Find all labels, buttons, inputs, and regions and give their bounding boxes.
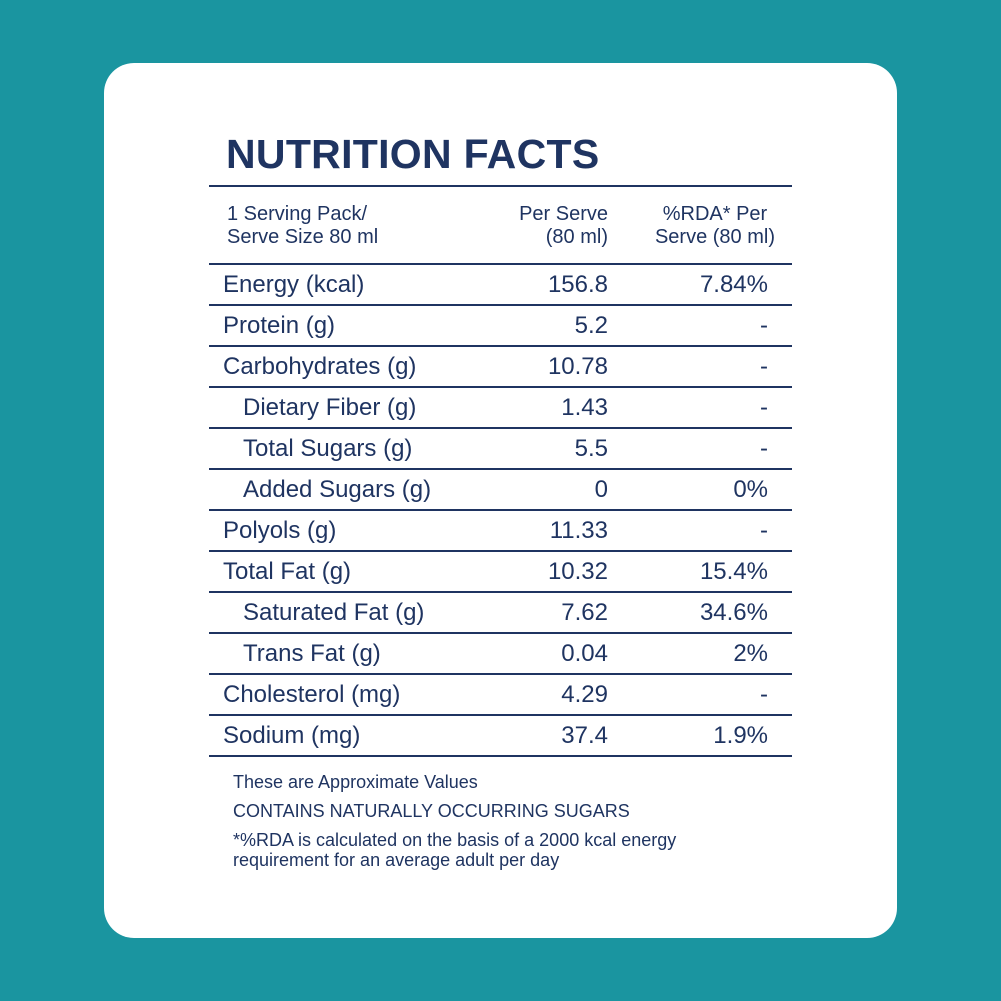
nutrient-label: Protein (g) <box>223 312 336 339</box>
per-serve-value: 1.43 <box>561 394 608 421</box>
header-serving-size: 1 Serving Pack/ Serve Size 80 ml <box>227 203 379 248</box>
rda-value: 0% <box>733 476 768 503</box>
per-serve-value: 10.78 <box>547 353 608 380</box>
nutrient-label: Total Sugars (g) <box>243 435 413 462</box>
table-body: Energy (kcal) 156.8 7.84% Protein (g) 5.2- Ca… <box>209 265 792 757</box>
table-row: Carbohydrates (g) 10.78 - <box>209 347 792 388</box>
nutrient-label: Sodium (mg) <box>223 722 361 749</box>
nutrient-label: Cholesterol (mg) <box>223 681 401 708</box>
per-serve-value: 7.62 <box>561 599 608 626</box>
notes: These are Approximate Values CONTAINS NA… <box>233 772 793 879</box>
per-serve-value: 11.33 <box>549 517 608 544</box>
rda-value: 1.9% <box>713 722 768 749</box>
note-rda-footnote: *%RDA is calculated on the basis of a 20… <box>233 830 677 870</box>
rda-value: 7.84% <box>699 271 768 298</box>
rda-value: 34.6% <box>699 599 768 626</box>
page-title: NUTRITION FACTS <box>226 131 600 177</box>
rda-value: - <box>760 681 768 708</box>
nutrient-label: Energy (kcal) <box>223 271 365 298</box>
nutrition-table: 1 Serving Pack/ Serve Size 80 ml Per Ser… <box>209 185 792 757</box>
per-serve-value: 10.32 <box>547 558 608 585</box>
table-row: Total Sugars (g) 5.5 - <box>209 429 792 470</box>
table-row: Total Fat (g) 10.32 15.4% <box>209 552 792 593</box>
nutrient-label: Trans Fat (g) <box>243 640 381 667</box>
table-row: Added Sugars (g) 0 0% <box>209 470 792 511</box>
table-row: Saturated Fat (g) 7.62 34.6% <box>209 593 792 634</box>
table-row: Polyols (g) 11.33 - <box>209 511 792 552</box>
rda-value: 2% <box>733 640 768 667</box>
table-row: Trans Fat (g) 0.04 2% <box>209 634 792 675</box>
rda-value: - <box>760 312 768 339</box>
table-row: Sodium (mg) 37.4 1.9% <box>209 716 792 757</box>
per-serve-value: 156.8 <box>547 271 608 298</box>
table-row: Dietary Fiber (g) 1.43 - <box>209 388 792 429</box>
per-serve-value: 0 <box>594 476 608 503</box>
table-row: Cholesterol (mg) 4.29 - <box>209 675 792 716</box>
table-header: 1 Serving Pack/ Serve Size 80 ml Per Ser… <box>209 187 792 265</box>
rda-value: - <box>760 394 768 421</box>
nutrient-label: Polyols (g) <box>223 517 337 544</box>
header-rda: %RDA* Per Serve (80 ml) <box>654 203 775 248</box>
rda-value: - <box>760 517 768 544</box>
per-serve-value: 5.5 <box>574 435 608 462</box>
table-row: Protein (g) 5.2 - <box>209 306 792 347</box>
nutrient-label: Added Sugars (g) <box>243 476 432 503</box>
per-serve-value: 4.29 <box>561 681 608 708</box>
nutrient-label: Carbohydrates (g) <box>223 353 417 380</box>
per-serve-value: 5.2 <box>574 312 608 339</box>
note-sugars: CONTAINS NATURALLY OCCURRING SUGARS <box>233 801 630 821</box>
rda-value: - <box>760 353 768 380</box>
per-serve-value: 37.4 <box>561 722 608 749</box>
note-approximate: These are Approximate Values <box>233 772 478 792</box>
header-per-serve: Per Serve (80 ml) <box>519 203 608 248</box>
nutrient-label: Saturated Fat (g) <box>243 599 425 626</box>
table-row: Energy (kcal) 156.8 7.84% <box>209 265 792 306</box>
per-serve-value: 0.04 <box>561 640 608 667</box>
nutrient-label: Dietary Fiber (g) <box>243 394 417 421</box>
rda-value: - <box>760 435 768 462</box>
nutrient-label: Total Fat (g) <box>223 558 352 585</box>
rda-value: 15.4% <box>699 558 768 585</box>
nutrition-card <box>104 63 897 938</box>
